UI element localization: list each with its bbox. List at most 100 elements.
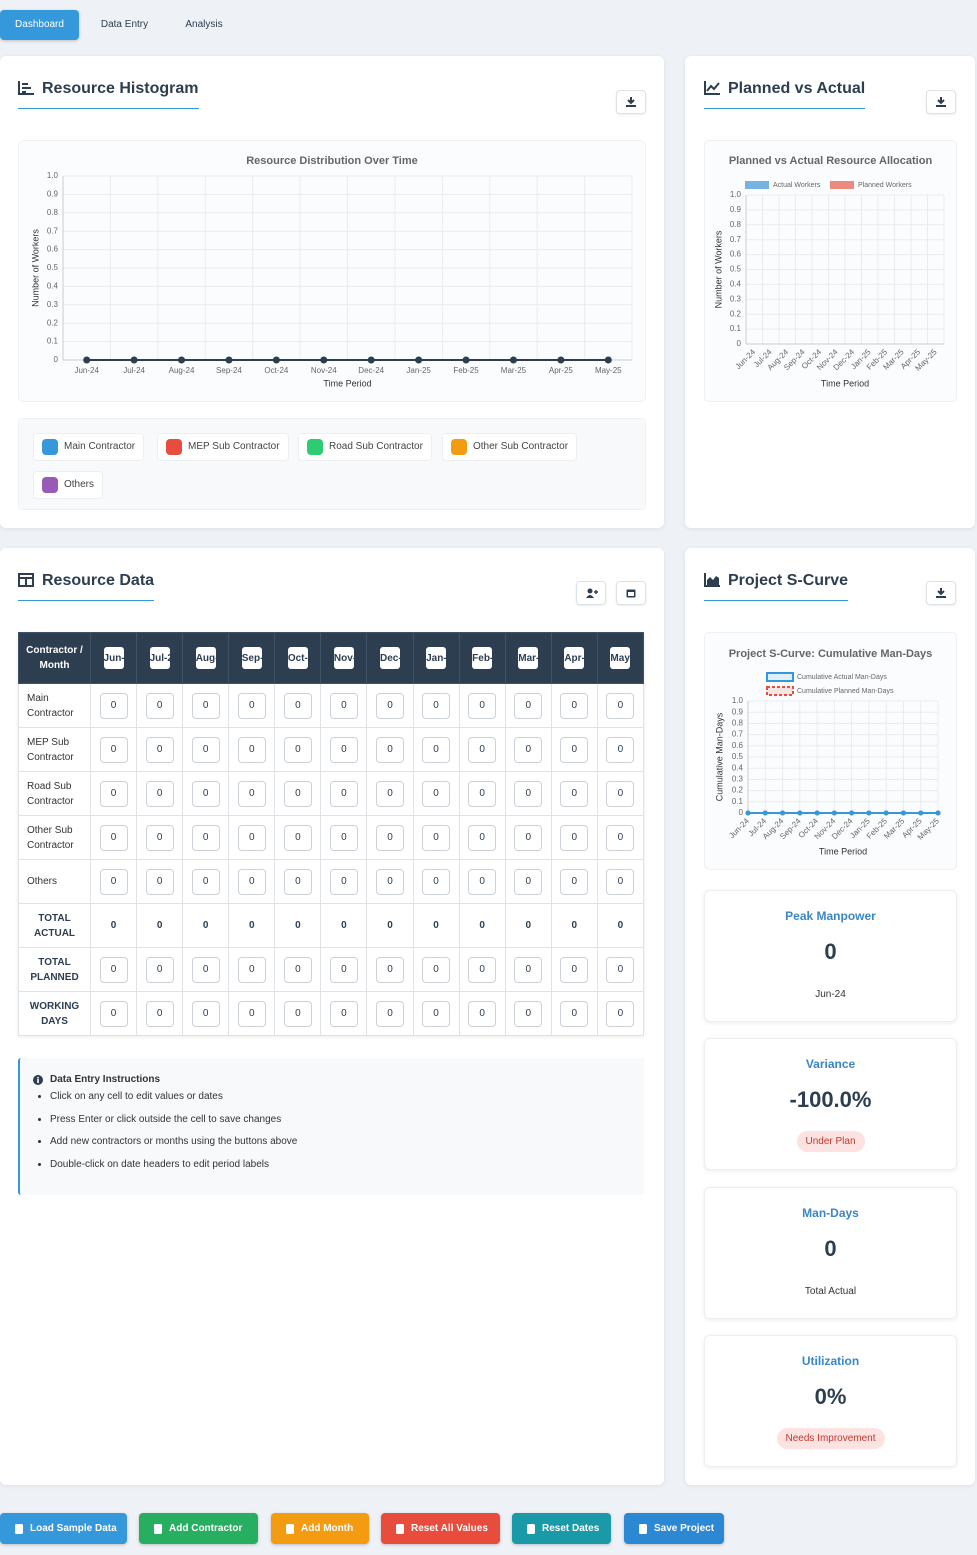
tab[interactable]: Analysis [185, 19, 223, 30]
cell-input[interactable] [468, 956, 497, 983]
cell-input[interactable] [329, 824, 358, 851]
cell-input[interactable] [99, 1000, 128, 1027]
action-button[interactable]: Save Project [624, 1513, 724, 1544]
download-button[interactable] [616, 90, 646, 114]
cell-input[interactable] [329, 868, 358, 895]
cell-input[interactable] [145, 692, 174, 719]
cell-input[interactable] [514, 736, 543, 763]
cell-input[interactable] [145, 1000, 174, 1027]
action-button[interactable]: Reset All Values [381, 1513, 500, 1544]
cell-input[interactable] [145, 780, 174, 807]
cell-input[interactable] [514, 824, 543, 851]
cell-input[interactable] [145, 824, 174, 851]
cell-input[interactable] [191, 824, 220, 851]
cell-input[interactable] [606, 736, 635, 763]
month-input[interactable] [564, 647, 585, 669]
cell-input[interactable] [468, 1000, 497, 1027]
cell-input[interactable] [191, 736, 220, 763]
cell-input[interactable] [145, 956, 174, 983]
add-contractor-icon-button[interactable] [576, 581, 606, 605]
cell-input[interactable] [376, 692, 404, 719]
cell-input[interactable] [422, 780, 451, 807]
cell-input[interactable] [606, 780, 635, 807]
download-button[interactable] [926, 90, 956, 114]
cell-input[interactable] [468, 780, 497, 807]
cell-input[interactable] [514, 868, 543, 895]
cell-input[interactable] [237, 692, 266, 719]
cell-input[interactable] [606, 1000, 635, 1027]
cell-input[interactable] [99, 780, 128, 807]
cell-input[interactable] [99, 736, 128, 763]
month-input[interactable] [195, 647, 216, 669]
cell-input[interactable] [560, 692, 589, 719]
action-button[interactable]: Add Contractor [139, 1513, 258, 1544]
cell-input[interactable] [376, 736, 404, 763]
tab[interactable]: Data Entry [100, 19, 149, 30]
action-button[interactable]: Add Month [271, 1513, 369, 1544]
cell-input[interactable] [422, 868, 451, 895]
cell-input[interactable] [145, 868, 174, 895]
cell-input[interactable] [99, 868, 128, 895]
cell-input[interactable] [145, 736, 174, 763]
cell-input[interactable] [329, 956, 358, 983]
cell-input[interactable] [329, 1000, 358, 1027]
month-input[interactable] [241, 647, 262, 669]
month-input[interactable] [426, 647, 447, 669]
cell-input[interactable] [514, 956, 543, 983]
cell-input[interactable] [99, 956, 128, 983]
tab[interactable]: Dashboard [0, 10, 79, 40]
cell-input[interactable] [329, 780, 358, 807]
action-button[interactable]: Load Sample Data [0, 1513, 127, 1544]
cell-input[interactable] [376, 824, 404, 851]
cell-input[interactable] [283, 868, 312, 895]
cell-input[interactable] [468, 692, 497, 719]
cell-input[interactable] [514, 692, 543, 719]
cell-input[interactable] [376, 780, 404, 807]
cell-input[interactable] [191, 692, 220, 719]
cell-input[interactable] [283, 824, 312, 851]
cell-input[interactable] [283, 780, 312, 807]
cell-input[interactable] [560, 1000, 589, 1027]
cell-input[interactable] [422, 824, 451, 851]
cell-input[interactable] [191, 780, 220, 807]
cell-input[interactable] [422, 736, 451, 763]
cell-input[interactable] [283, 1000, 312, 1027]
cell-input[interactable] [376, 956, 404, 983]
cell-input[interactable] [560, 780, 589, 807]
cell-input[interactable] [99, 824, 128, 851]
add-month-icon-button[interactable] [616, 581, 646, 605]
cell-input[interactable] [99, 692, 128, 719]
cell-input[interactable] [283, 736, 312, 763]
month-input[interactable] [149, 647, 170, 669]
cell-input[interactable] [191, 956, 220, 983]
cell-input[interactable] [560, 956, 589, 983]
cell-input[interactable] [422, 1000, 451, 1027]
cell-input[interactable] [514, 1000, 543, 1027]
cell-input[interactable] [237, 824, 266, 851]
month-input[interactable] [380, 647, 400, 669]
cell-input[interactable] [560, 736, 589, 763]
cell-input[interactable] [606, 824, 635, 851]
cell-input[interactable] [329, 692, 358, 719]
cell-input[interactable] [237, 956, 266, 983]
cell-input[interactable] [422, 692, 451, 719]
cell-input[interactable] [237, 780, 266, 807]
cell-input[interactable] [560, 868, 589, 895]
month-input[interactable] [610, 647, 631, 669]
download-button[interactable] [926, 581, 956, 605]
cell-input[interactable] [560, 824, 589, 851]
cell-input[interactable] [606, 868, 635, 895]
cell-input[interactable] [606, 692, 635, 719]
cell-input[interactable] [237, 1000, 266, 1027]
cell-input[interactable] [376, 1000, 404, 1027]
month-input[interactable] [287, 647, 308, 669]
cell-input[interactable] [283, 692, 312, 719]
cell-input[interactable] [376, 868, 404, 895]
cell-input[interactable] [191, 868, 220, 895]
cell-input[interactable] [514, 780, 543, 807]
cell-input[interactable] [237, 868, 266, 895]
cell-input[interactable] [468, 736, 497, 763]
month-input[interactable] [472, 647, 493, 669]
month-input[interactable] [103, 647, 124, 669]
action-button[interactable]: Reset Dates [512, 1513, 611, 1544]
